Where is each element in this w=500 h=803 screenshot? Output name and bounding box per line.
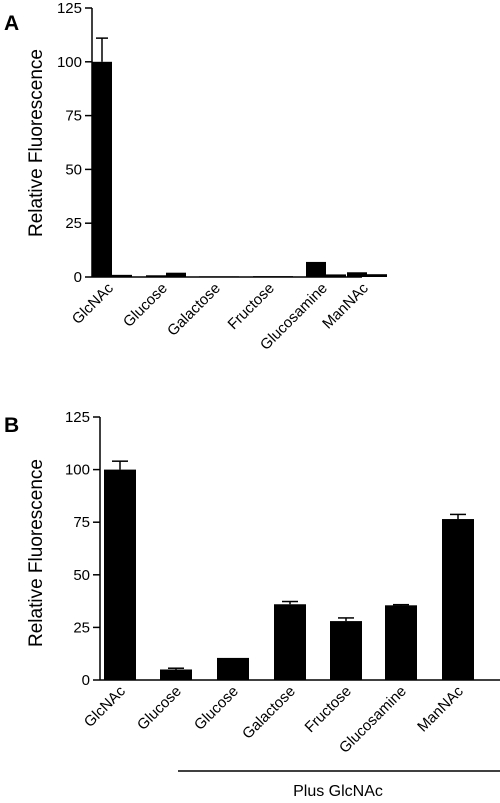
bar: [347, 272, 367, 277]
y-axis-title: Relative Fluorescence: [26, 459, 47, 647]
bar: [199, 276, 219, 277]
bar: [217, 657, 249, 680]
x-tick-label: Fructose: [302, 683, 355, 736]
x-tick-label: Glucose: [120, 280, 171, 331]
bar: [330, 621, 362, 680]
y-tick-label: 50: [65, 161, 82, 178]
bar: [166, 272, 186, 277]
bar: [253, 276, 273, 277]
group-label: Plus GlcNAc: [293, 783, 383, 800]
y-tick-label: 75: [65, 108, 82, 125]
x-tick-label: Glucose: [134, 683, 185, 734]
bar: [146, 275, 166, 277]
y-tick-label: 0: [74, 269, 82, 286]
bar: [112, 274, 132, 277]
panel-letter: B: [4, 414, 19, 437]
y-tick-label: 100: [65, 462, 90, 479]
bar: [326, 274, 346, 277]
y-tick-label: 25: [73, 619, 90, 636]
y-tick-label: 75: [73, 514, 90, 531]
bar: [273, 276, 293, 277]
x-tick-label: Galactose: [164, 280, 224, 340]
panel-b: B Relative Fluorescence 0 25 50 75 100 125 GlcNA…: [4, 409, 500, 800]
y-tick-label: 100: [57, 54, 82, 71]
panel-letter: A: [4, 12, 19, 35]
bar: [92, 61, 112, 277]
bar: [219, 276, 239, 277]
bar: [442, 519, 474, 680]
x-tick-label: Glucose: [191, 683, 242, 734]
y-tick-label: 125: [65, 409, 90, 426]
x-tick-label: GlcNAc: [81, 682, 129, 730]
bar: [306, 261, 326, 277]
x-tick-label: Galactose: [239, 683, 299, 743]
bar: [367, 274, 387, 277]
x-tick-label: ManNAc: [414, 682, 467, 735]
bar: [385, 605, 417, 680]
y-tick-label: 0: [82, 672, 90, 689]
y-tick-label: 125: [57, 0, 82, 17]
y-axis-title: Relative Fluorescence: [26, 49, 47, 237]
bar: [160, 669, 192, 680]
bar: [104, 469, 136, 680]
y-tick-label: 25: [65, 215, 82, 232]
x-tick-label: Fructose: [225, 280, 278, 333]
panel-a: A Relative Fluorescence 0 25 50 75 100 125 GlcNA…: [4, 0, 387, 354]
y-tick-label: 50: [73, 567, 90, 584]
x-tick-label: GlcNAc: [69, 279, 117, 327]
bar: [274, 604, 306, 680]
x-tick-label: ManNAc: [319, 279, 372, 332]
